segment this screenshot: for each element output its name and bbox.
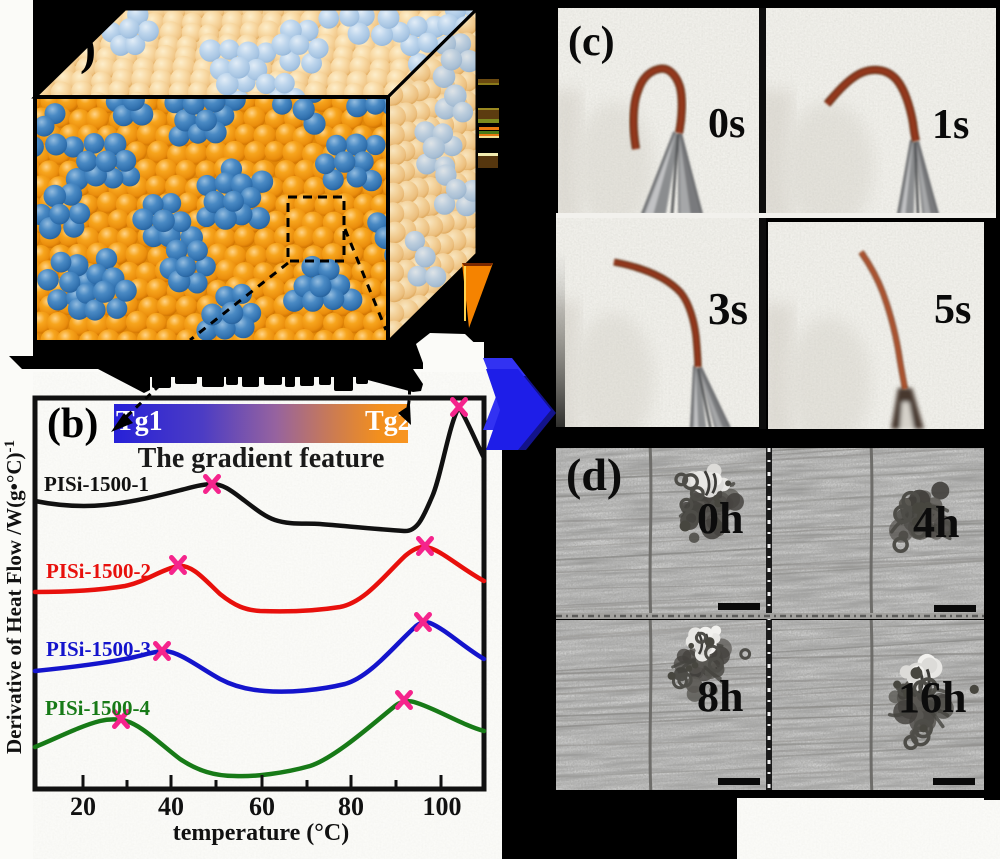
svg-text:PISi-1500-2: PISi-1500-2 [46,559,151,583]
svg-text:): ) [80,22,96,75]
svg-text:3s: 3s [708,284,748,334]
svg-text:4h: 4h [913,498,959,547]
svg-text:1s: 1s [932,102,969,148]
svg-text:100: 100 [423,792,462,821]
svg-text:0s: 0s [708,101,745,147]
svg-text:(b): (b) [47,401,98,447]
svg-text:0h: 0h [697,494,743,543]
svg-text:temperature (°C): temperature (°C) [173,820,349,846]
svg-text:PISi-1500-3: PISi-1500-3 [46,637,151,661]
svg-text:PISi-1500-1: PISi-1500-1 [44,472,149,496]
svg-text:(d): (d) [566,449,622,500]
svg-text:8h: 8h [697,672,743,721]
svg-text:5s: 5s [934,287,971,333]
svg-text:PISi-1500-4: PISi-1500-4 [45,696,151,720]
svg-text:20: 20 [70,792,96,821]
svg-text:The gradient feature: The gradient feature [138,443,385,474]
svg-text:Derivative of Heat Flow /W(g•°: Derivative of Heat Flow /W(g•°C)-1 [2,440,26,754]
svg-text:40: 40 [158,792,184,821]
svg-text:(c): (c) [568,19,615,65]
svg-text:80: 80 [338,792,364,821]
svg-text:16h: 16h [898,673,966,722]
svg-text:60: 60 [249,792,275,821]
